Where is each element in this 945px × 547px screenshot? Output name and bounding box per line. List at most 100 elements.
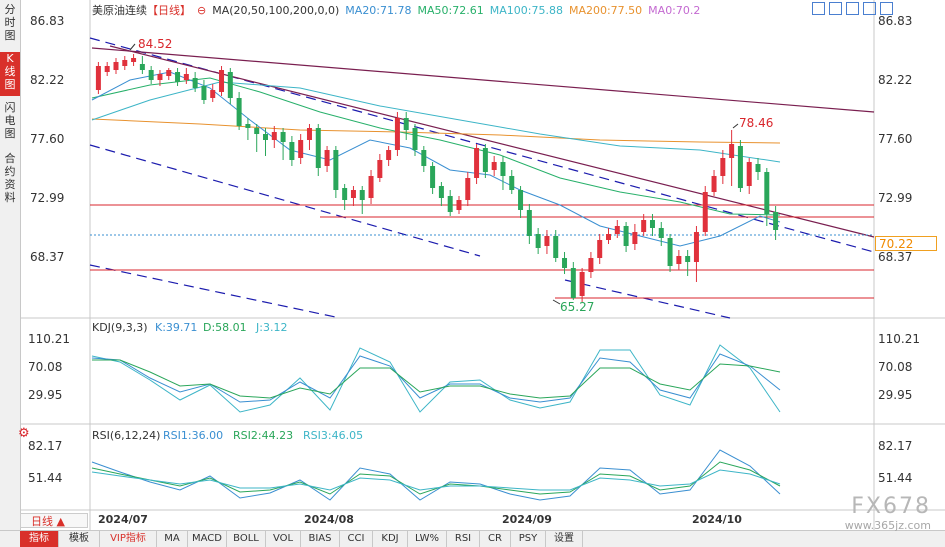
ma200-value: MA200:77.50 — [568, 4, 643, 17]
candle-body — [614, 226, 620, 234]
kdj-d-value: D:58.01 — [203, 321, 247, 334]
candle-body — [113, 62, 119, 70]
price-label-left: 86.83 — [30, 14, 64, 28]
watermark: FX678 www.365jz.com — [815, 494, 935, 532]
tab-macd[interactable]: MACD — [188, 531, 227, 547]
rsi-axis-label: 51.44 — [28, 471, 62, 485]
date-label: 2024/07 — [98, 513, 148, 526]
rsi-axis-label-right: 82.17 — [878, 439, 912, 453]
tab-kdj[interactable]: KDJ — [373, 531, 408, 547]
candle-body — [394, 118, 400, 150]
candle-body — [306, 128, 312, 140]
candle-body — [157, 74, 163, 80]
ma20-line — [91, 71, 781, 247]
zoom-out-icon[interactable] — [846, 2, 859, 15]
rsi-axis-label: 82.17 — [28, 439, 62, 453]
ma0-value: MA0:70.2 — [648, 4, 701, 17]
candle-body — [430, 166, 436, 188]
ma100-line — [91, 81, 781, 163]
candle-body — [711, 176, 717, 192]
tab-lw[interactable]: LW% — [408, 531, 447, 547]
candle-body — [465, 178, 471, 200]
candle-body — [280, 132, 286, 142]
zoom-in-icon[interactable] — [829, 2, 842, 15]
candle-body — [702, 192, 708, 232]
candlestick-series[interactable] — [95, 54, 779, 302]
move-icon[interactable] — [812, 2, 825, 15]
tab-timeshare-chart[interactable]: 分 时 图 — [4, 3, 16, 42]
candle-body — [201, 86, 207, 100]
ma200-line — [91, 118, 781, 144]
tab-rsi[interactable]: RSI — [447, 531, 480, 547]
candle-body — [632, 232, 638, 244]
candle-body — [175, 72, 181, 82]
ma50-value: MA50:72.61 — [417, 4, 484, 17]
trend-line-down[interactable] — [109, 45, 875, 238]
price-label-left: 68.37 — [30, 250, 64, 264]
tab-bias[interactable]: BIAS — [301, 531, 340, 547]
tab-cr[interactable]: CR — [480, 531, 511, 547]
candle-body — [570, 268, 576, 298]
tab-cci[interactable]: CCI — [340, 531, 373, 547]
kdj-j-value: J:3.12 — [255, 321, 287, 334]
tab-kline-chart[interactable]: K 线 图 — [0, 52, 20, 96]
candle-body — [263, 134, 268, 140]
candle-body — [737, 146, 743, 188]
period-select[interactable]: 日线 ▲ — [20, 513, 88, 528]
tab-settings[interactable]: 设置 — [546, 531, 583, 547]
channel-lower-line-2[interactable] — [564, 279, 731, 319]
high-marker — [129, 43, 136, 51]
candle-body — [386, 150, 392, 160]
candle-body — [658, 228, 664, 238]
ma50-line — [91, 77, 781, 216]
candle-body — [412, 128, 418, 150]
watermark-brand: FX678 — [851, 494, 931, 519]
candle-body — [438, 186, 444, 198]
tab-ma[interactable]: MA — [157, 531, 188, 547]
candle-body — [509, 176, 515, 190]
tab-vol[interactable]: VOL — [266, 531, 301, 547]
candle-body — [139, 64, 145, 70]
tab-flash-chart[interactable]: 闪 电 图 — [4, 101, 16, 140]
period-label: 【日线】 — [147, 4, 191, 17]
candle-body — [729, 144, 735, 158]
kdj-title: KDJ(9,3,3) — [92, 321, 148, 334]
candle-body — [148, 70, 154, 80]
candle-body — [606, 234, 611, 240]
high2-marker — [732, 123, 739, 129]
low-marker — [552, 299, 561, 305]
ma-settings-icon[interactable]: ⊖ — [197, 4, 207, 17]
tab-templates[interactable]: 模板 — [59, 531, 100, 547]
channel-mid-line[interactable] — [89, 144, 481, 257]
fullscreen-icon[interactable] — [863, 2, 876, 15]
candle-body — [377, 160, 383, 178]
candle-body — [342, 188, 348, 200]
rsi-title: RSI(6,12,24) — [92, 429, 160, 442]
candle-body — [755, 164, 761, 172]
grid-icon[interactable] — [880, 2, 893, 15]
rsi-settings-icon[interactable]: ⚙ — [18, 426, 30, 441]
candle-body — [693, 232, 699, 262]
candle-body — [641, 220, 647, 232]
candle-body — [403, 118, 409, 130]
tab-boll[interactable]: BOLL — [227, 531, 266, 547]
tab-vip-indicators[interactable]: VIP指标 — [100, 531, 157, 547]
candle-body — [526, 210, 532, 236]
tab-contract-info[interactable]: 合 约 资 料 — [4, 152, 16, 204]
candle-body — [104, 66, 110, 72]
kdj-axis-label: 70.08 — [28, 360, 62, 374]
date-label: 2024/10 — [692, 513, 742, 526]
rsi2-line — [91, 461, 781, 495]
ma20-value: MA20:71.78 — [345, 4, 412, 17]
tab-psy[interactable]: PSY — [511, 531, 546, 547]
high-annotation: 84.52 — [138, 37, 172, 51]
kdj-k-line — [91, 353, 781, 403]
candle-body — [227, 72, 233, 98]
candle-body — [359, 190, 365, 200]
tab-indicators[interactable]: 指标 — [20, 531, 59, 547]
current-price-tag: 70.22 — [875, 236, 937, 251]
channel-lower-line[interactable] — [89, 264, 341, 319]
price-label-left: 77.60 — [30, 132, 64, 146]
trend-line-long[interactable] — [91, 47, 875, 113]
